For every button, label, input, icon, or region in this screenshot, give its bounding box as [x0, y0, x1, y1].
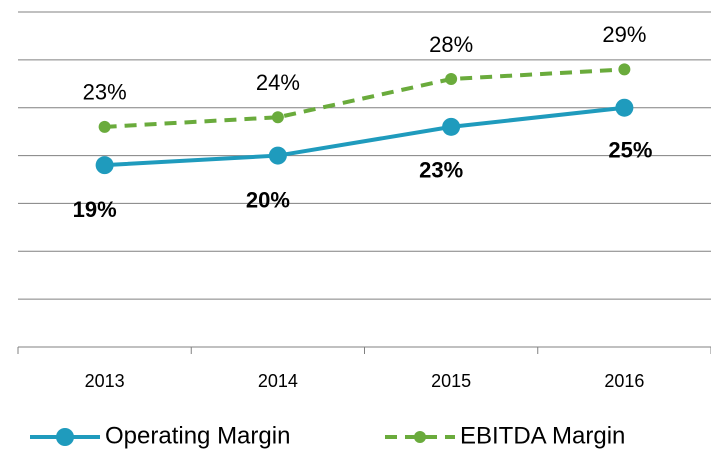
- data-label: 20%: [246, 187, 290, 212]
- data-label: 25%: [608, 138, 652, 163]
- legend-marker: [56, 428, 74, 446]
- x-tick-label: 2015: [431, 371, 471, 391]
- series-line: [104, 105, 625, 168]
- x-tick-label: 2013: [85, 371, 125, 391]
- data-label: 24%: [256, 70, 300, 95]
- data-point: [442, 117, 461, 136]
- x-tick-label: 2014: [258, 371, 298, 391]
- data-label: 28%: [429, 32, 473, 57]
- data-label: 23%: [83, 80, 127, 105]
- legend-label: EBITDA Margin: [460, 422, 625, 449]
- data-label: 29%: [602, 22, 646, 47]
- data-point: [98, 120, 111, 133]
- data-label: 19%: [73, 197, 117, 222]
- data-point: [445, 73, 458, 85]
- series-line: [104, 67, 625, 129]
- x-tick-label: 2016: [604, 371, 644, 391]
- data-label: 23%: [419, 158, 463, 183]
- data-point: [615, 98, 634, 117]
- legend-marker: [414, 431, 426, 443]
- data-point: [95, 156, 114, 175]
- data-point: [271, 111, 284, 124]
- data-point: [268, 146, 287, 165]
- data-point: [618, 63, 631, 76]
- legend-label: Operating Margin: [105, 422, 290, 449]
